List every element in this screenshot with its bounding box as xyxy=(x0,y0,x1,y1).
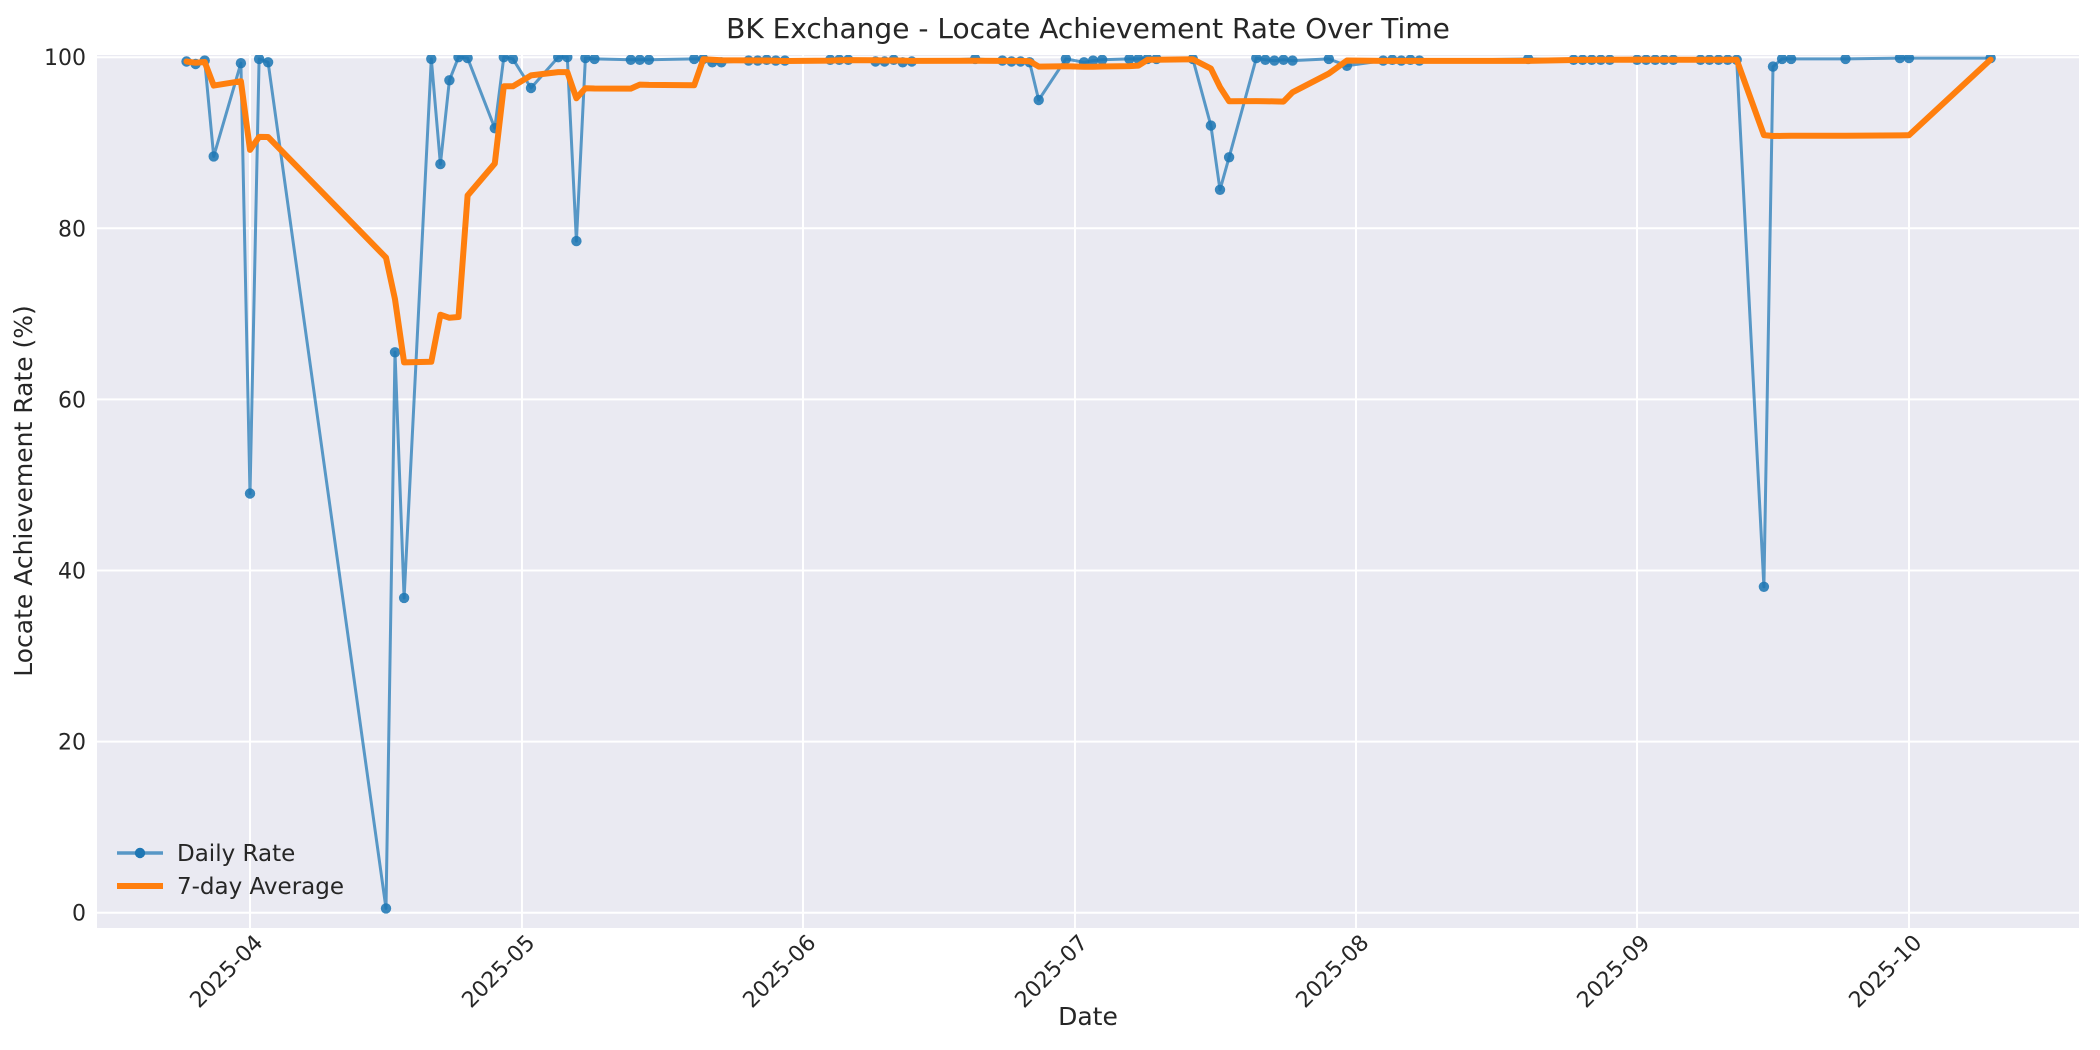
daily-rate-point xyxy=(580,55,591,64)
daily-rate-point xyxy=(1269,55,1280,66)
x-axis-label: Date xyxy=(1058,1002,1118,1031)
daily-rate-point xyxy=(1776,55,1788,65)
daily-rate-point xyxy=(1033,94,1044,106)
x-tick-label: 2025-06 xyxy=(739,931,822,1014)
y-tick-label: 100 xyxy=(44,46,86,71)
daily-rate-point xyxy=(525,82,537,94)
x-tick-label: 2025-05 xyxy=(458,931,541,1014)
y-axis-label: Locate Achievement Rate (%) xyxy=(9,305,38,677)
daily-rate-point xyxy=(498,55,509,63)
x-axis-ticks: 2025-04 2025-05 2025-06 2025-07 2025-08 2025-… xyxy=(186,931,1928,1014)
daily-rate-point xyxy=(1767,61,1779,72)
daily-rate-point xyxy=(235,58,247,69)
daily-rate-point xyxy=(244,488,256,499)
daily-rate-point xyxy=(1205,120,1217,131)
y-tick-label: 20 xyxy=(58,731,86,756)
daily-rate-point xyxy=(1214,184,1226,195)
daily-rate-point xyxy=(380,903,392,914)
daily-rate-point xyxy=(571,235,582,247)
daily-rate-point xyxy=(1278,55,1289,65)
daily-rate-point xyxy=(1903,55,1915,64)
daily-rate-point xyxy=(1097,55,1108,65)
daily-rate-point xyxy=(589,55,600,65)
daily-rate-point xyxy=(1124,55,1135,65)
x-tick-label: 2025-08 xyxy=(1292,931,1375,1014)
daily-rate-point xyxy=(1758,581,1770,592)
daily-rate-point xyxy=(1840,55,1851,65)
daily-rate-point xyxy=(444,75,455,86)
daily-rate-point xyxy=(1894,55,1906,64)
daily-rate-point xyxy=(398,592,410,604)
daily-rate-point xyxy=(643,55,655,65)
daily-rate-point xyxy=(1060,55,1072,65)
legend: Daily Rate 7-day Average xyxy=(117,841,344,900)
daily-rate-point xyxy=(634,55,645,65)
daily-rate-point xyxy=(253,55,265,65)
daily-rate-point xyxy=(208,151,219,162)
daily-rate-point xyxy=(1251,55,1262,64)
y-tick-label: 80 xyxy=(58,217,86,242)
daily-rate-point xyxy=(689,55,700,65)
daily-rate-legend-marker xyxy=(134,847,146,859)
daily-rate-point xyxy=(435,158,446,170)
daily-rate-point xyxy=(553,55,564,63)
x-tick-label: 2025-10 xyxy=(1845,931,1928,1014)
daily-rate-point xyxy=(1087,55,1099,66)
daily-rate-point xyxy=(453,55,464,63)
seven-day-average-series xyxy=(183,56,1994,366)
daily-rate-point xyxy=(389,347,401,358)
daily-rate-point xyxy=(1260,55,1271,65)
x-tick-label: 2025-04 xyxy=(186,931,269,1014)
daily-rate-point xyxy=(1785,55,1797,65)
y-tick-label: 40 xyxy=(58,560,86,585)
seven-day-average-legend-label: 7-day Average xyxy=(177,874,344,900)
daily-rate-point xyxy=(507,55,519,65)
daily-rate-point xyxy=(1323,55,1334,65)
daily-rate-point xyxy=(426,55,437,65)
chart-title: BK Exchange - Locate Achievement Rate Ov… xyxy=(726,12,1450,45)
y-axis-ticks: 0 20 40 60 80 100 xyxy=(44,46,86,927)
y-tick-label: 0 xyxy=(72,902,86,927)
daily-rate-point xyxy=(262,57,274,68)
daily-rate-point xyxy=(1287,55,1298,66)
x-tick-label: 2025-09 xyxy=(1573,931,1656,1014)
y-tick-label: 60 xyxy=(58,388,86,413)
daily-rate-legend-label: Daily Rate xyxy=(177,841,295,867)
daily-rate-point xyxy=(462,55,473,64)
daily-rate-point xyxy=(625,55,636,65)
daily-rate-point xyxy=(562,55,573,63)
x-tick-label: 2025-07 xyxy=(1011,931,1094,1014)
daily-rate-point xyxy=(1223,152,1235,163)
seven-day-average-line xyxy=(183,56,1994,366)
plot-area xyxy=(97,55,2079,928)
